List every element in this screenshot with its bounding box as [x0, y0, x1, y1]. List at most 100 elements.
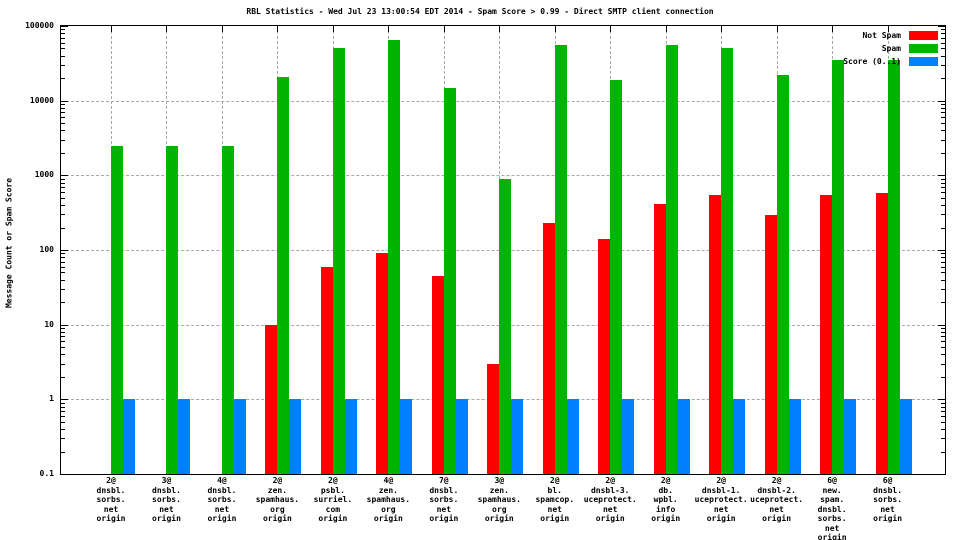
bar-not-spam — [265, 324, 278, 474]
bar-score-0-1 — [733, 399, 746, 474]
bar-spam — [665, 45, 678, 474]
x-tick-top — [610, 26, 612, 32]
bar-spam — [832, 60, 845, 474]
x-tick-label: 3@ zen. spamhaus. org origin — [477, 476, 521, 523]
y-axis-tick — [941, 55, 945, 57]
y-axis-tick — [61, 65, 65, 67]
y-axis-tick — [941, 328, 945, 330]
bar-spam — [332, 48, 345, 474]
y-axis-tick — [941, 429, 945, 431]
x-tick-top — [332, 26, 334, 32]
y-axis-tick — [941, 261, 945, 263]
y-axis-tick — [941, 117, 945, 119]
chart-title: RBL Statistics - Wed Jul 23 13:00:54 EDT… — [246, 7, 714, 16]
x-tick-top — [665, 26, 667, 32]
y-axis-tick — [941, 227, 945, 229]
y-axis-tick — [941, 406, 945, 408]
y-axis-tick — [941, 289, 945, 291]
y-axis-tick — [941, 130, 945, 132]
y-tick-label: 10 — [44, 319, 54, 329]
y-gridline — [61, 100, 945, 102]
x-tick-top — [887, 26, 889, 32]
y-axis-tick — [941, 48, 945, 50]
bar-not-spam — [820, 195, 833, 474]
bar-not-spam — [875, 193, 888, 474]
y-axis-tick — [941, 451, 945, 453]
y-axis-tick — [941, 29, 945, 31]
y-axis-tick — [61, 112, 65, 114]
y-axis-tick — [941, 104, 945, 106]
y-axis-tick — [61, 139, 65, 141]
bar-score-0-1 — [622, 399, 635, 474]
legend-label: Spam — [881, 44, 901, 53]
y-axis-tick — [61, 78, 65, 80]
bar-score-0-1 — [511, 399, 524, 474]
y-axis-tick — [61, 279, 65, 281]
y-axis-tick — [938, 249, 945, 251]
y-axis-tick — [61, 152, 65, 154]
y-axis-tick — [938, 324, 945, 326]
x-tick-top — [277, 26, 279, 32]
y-axis-tick — [938, 474, 945, 475]
x-tick-top — [166, 26, 168, 32]
bar-spam — [443, 87, 456, 474]
legend: Not Spam Spam Score (0..1) — [843, 29, 938, 68]
y-axis-tick — [941, 415, 945, 417]
y-axis-tick — [61, 354, 65, 356]
y-axis-tick — [61, 341, 65, 343]
x-tick-top — [221, 26, 223, 32]
y-axis-tick — [941, 205, 945, 207]
bar-spam — [721, 48, 734, 474]
bar-spam — [554, 45, 567, 474]
y-axis-tick — [941, 42, 945, 44]
x-tick-label: 2@ dnsbl-3. uceprotect. net origin — [583, 476, 637, 523]
bar-spam — [277, 76, 290, 474]
x-tick-label: 7@ dnsbl. sorbs. net origin — [429, 476, 459, 523]
bar-not-spam — [764, 215, 777, 474]
x-tick-label: 2@ psbl. surriel. com origin — [313, 476, 353, 523]
y-axis-tick — [61, 289, 65, 291]
y-axis-tick — [61, 182, 65, 184]
y-axis-tick — [61, 42, 65, 44]
y-axis-tick — [61, 100, 68, 102]
x-tick-label: 4@ zen. spamhaus. org origin — [366, 476, 411, 523]
y-axis-tick — [941, 272, 945, 274]
y-axis-tick — [941, 438, 945, 440]
x-tick-top — [499, 26, 501, 32]
y-axis-tick — [61, 302, 65, 304]
y-axis-tick — [941, 112, 945, 114]
x-tick-top — [388, 26, 390, 32]
bar-score-0-1 — [844, 399, 857, 474]
y-axis-tick — [941, 257, 945, 259]
y-axis-tick — [61, 33, 65, 35]
y-axis-tick — [61, 347, 65, 349]
y-axis-tick — [61, 253, 65, 255]
y-axis-tick — [941, 152, 945, 154]
y-axis-tick — [61, 410, 65, 412]
legend-item: Score (0..1) — [843, 55, 938, 68]
y-axis-tick — [61, 123, 65, 125]
y-axis-tick — [941, 197, 945, 199]
legend-item: Not Spam — [843, 29, 938, 42]
y-axis-tick — [941, 376, 945, 378]
bar-score-0-1 — [344, 399, 357, 474]
x-tick-label: 2@ zen. spamhaus. org origin — [255, 476, 300, 523]
y-axis-tick — [941, 421, 945, 423]
y-axis-tick — [941, 336, 945, 338]
legend-swatch — [909, 44, 938, 53]
y-axis-tick — [61, 324, 68, 326]
bar-not-spam — [431, 275, 444, 474]
y-axis-tick — [61, 107, 65, 109]
bar-not-spam — [653, 204, 666, 474]
y-axis-tick — [941, 410, 945, 412]
y-axis-tick — [938, 25, 945, 27]
bar-score-0-1 — [677, 399, 690, 474]
bar-score-0-1 — [566, 399, 579, 474]
y-axis-tick — [61, 55, 65, 57]
bar-spam — [610, 79, 623, 474]
y-axis-tick — [941, 107, 945, 109]
y-axis-tick — [941, 139, 945, 141]
y-axis-tick — [941, 78, 945, 80]
y-tick-label: 10000 — [29, 95, 54, 105]
